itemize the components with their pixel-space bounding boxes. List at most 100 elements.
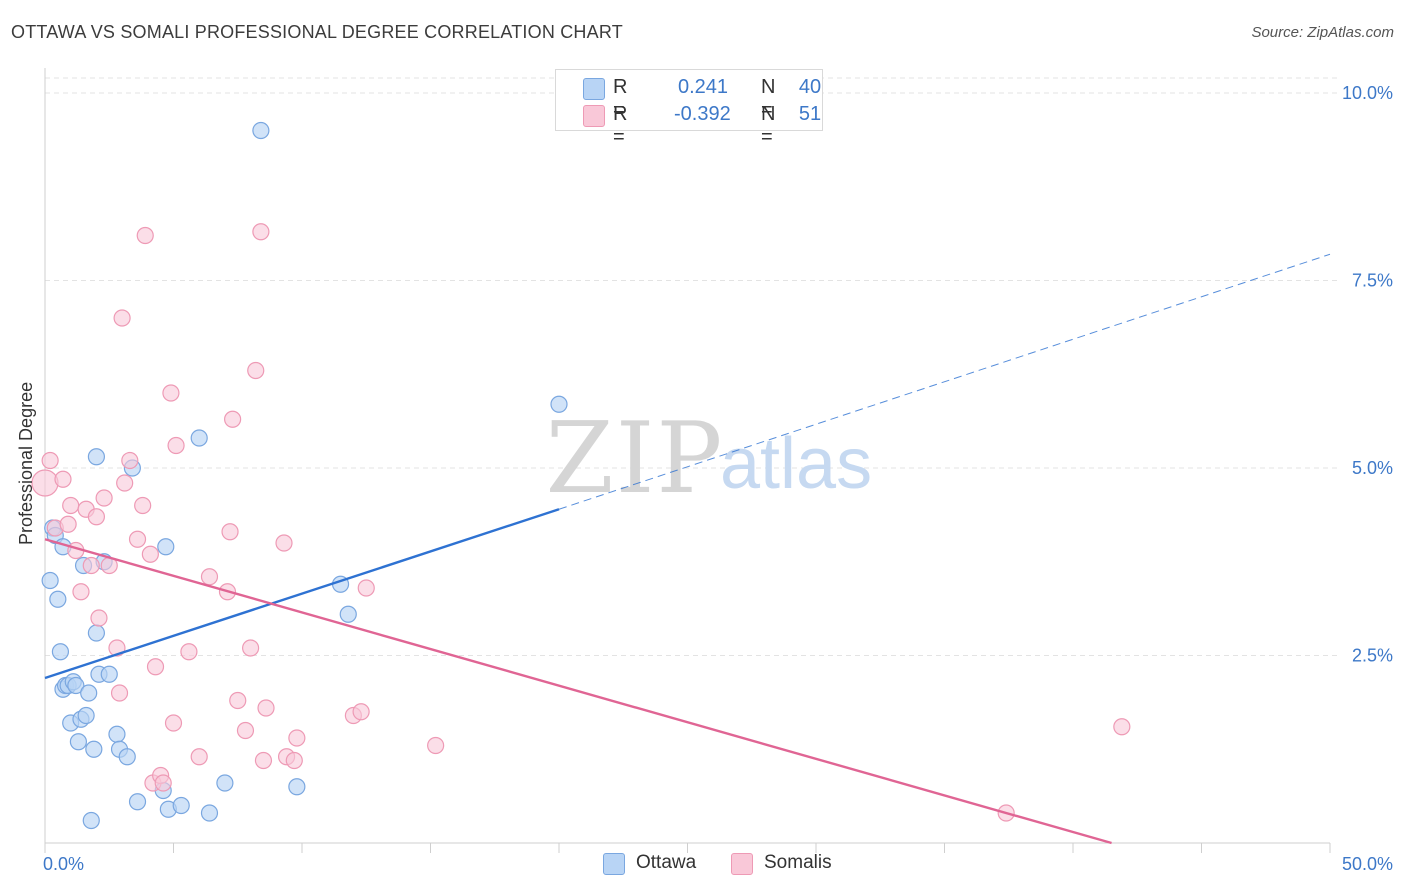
ottawa-point (108, 725, 126, 743)
ottawa-trend-line (44, 508, 560, 680)
somali-point (257, 699, 275, 717)
somali-trend-line (44, 538, 1112, 845)
watermark: ZIP atlas (546, 402, 872, 516)
ottawa-point (82, 811, 100, 830)
y-tick-label: 10.0% (1342, 83, 1393, 103)
ottawa-swatch (583, 78, 605, 100)
somali-point (95, 489, 113, 507)
somali-point (136, 226, 154, 245)
somali-point (252, 223, 270, 241)
somali-point (357, 579, 375, 597)
somali-point (180, 643, 198, 661)
somali-point (90, 609, 108, 627)
somali-point (59, 515, 77, 533)
somali-point (116, 474, 134, 492)
y-axis-label: Professional Degree (16, 381, 36, 545)
somali-point (221, 523, 239, 541)
ottawa-swatch (603, 853, 625, 875)
somali-point (200, 568, 219, 586)
ottawa-point (49, 590, 67, 608)
ottawa-point (85, 740, 103, 758)
y-tick-label: 5.0% (1352, 458, 1393, 478)
somali-point (285, 751, 303, 770)
somali-point (229, 691, 247, 710)
ottawa-point (80, 684, 98, 702)
ottawa-point (172, 796, 190, 815)
somali-point (247, 361, 265, 380)
ottawa-point (51, 643, 70, 661)
ottawa-point (288, 778, 306, 796)
somali-point (82, 556, 100, 575)
n-label: N = (761, 103, 776, 148)
somali-swatch (731, 853, 753, 875)
ottawa-point (216, 774, 234, 792)
grid-lines (45, 77, 1340, 656)
legend-label-ottawa: Ottawa (636, 852, 697, 873)
ottawa-point (67, 676, 85, 695)
ottawa-point (69, 733, 88, 751)
ottawa-point (118, 748, 136, 766)
n-label: N = (761, 76, 776, 121)
somali-point (236, 721, 255, 740)
source-credit: Source: ZipAtlas.com (1251, 24, 1394, 41)
ottawa-point (41, 571, 59, 590)
r-value: -0.392 (674, 103, 731, 125)
somali-point (242, 639, 260, 657)
somali-point (1113, 718, 1131, 736)
somali-point (162, 384, 180, 402)
r-label: R = (613, 76, 628, 121)
y-tick-label: 2.5% (1352, 646, 1393, 666)
chart-title: OTTAWA VS SOMALI PROFESSIONAL DEGREE COR… (11, 22, 623, 42)
somali-point (54, 470, 72, 488)
somali-point (141, 545, 159, 563)
n-value: 40 (798, 76, 822, 98)
ottawa-point (100, 665, 118, 683)
somali-point (190, 748, 208, 766)
x-tick-label: 0.0% (43, 854, 84, 874)
ottawa-point (128, 793, 147, 811)
somali-point (167, 436, 185, 455)
ottawa-points (41, 121, 568, 830)
ottawa-point (550, 395, 568, 413)
somali-point (427, 736, 445, 755)
tick-labels: 2.5% 5.0% 7.5% 10.0% 0.0% 50.0% (43, 83, 1393, 874)
legend-label-somalis: Somalis (764, 852, 832, 873)
r-label: R = (613, 103, 628, 148)
somali-point (113, 309, 131, 327)
ottawa-point (77, 706, 95, 725)
somali-point (254, 751, 273, 770)
somali-point (146, 658, 165, 676)
ottawa-point (339, 605, 357, 623)
somali-point (154, 774, 172, 792)
somali-point (134, 496, 152, 515)
ottawa-point (87, 448, 106, 466)
watermark-atlas: atlas (720, 424, 872, 504)
somali-point (110, 684, 129, 702)
somali-point (62, 496, 80, 515)
somali-point (41, 451, 59, 470)
ottawa-point (200, 804, 219, 822)
correlation-legend: R = 0.241 N = 40 R = -0.392 N = 51 (555, 69, 823, 148)
somali-point (352, 703, 370, 721)
ottawa-trend-extension (558, 253, 1331, 510)
r-value: 0.241 (678, 76, 729, 98)
trend-lines (44, 253, 1331, 845)
ottawa-point (157, 538, 175, 556)
n-value: 51 (798, 103, 822, 125)
y-tick-label: 7.5% (1352, 271, 1393, 291)
somali-point (121, 451, 139, 470)
somali-point (128, 530, 147, 548)
somali-point (72, 583, 90, 601)
x-tick-label: 50.0% (1342, 854, 1393, 874)
somali-point (224, 410, 242, 428)
ottawa-point (190, 429, 208, 447)
somali-swatch (583, 105, 605, 127)
somali-points (31, 223, 1131, 822)
somali-point (87, 508, 106, 526)
somali-point (164, 714, 183, 732)
somali-point (288, 729, 306, 747)
watermark-zip: ZIP (546, 402, 725, 516)
ottawa-point (252, 121, 270, 140)
somali-point (275, 534, 293, 552)
